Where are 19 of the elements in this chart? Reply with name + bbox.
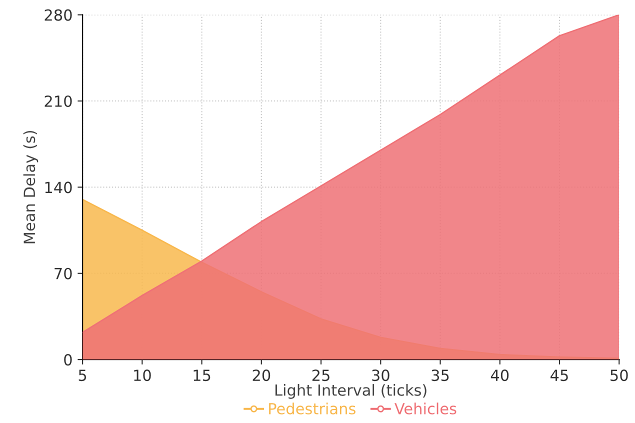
x-tick-label: 10 (134, 370, 151, 382)
y-tick-label: 140 (45, 182, 72, 194)
x-tick-label: 50 (610, 370, 628, 382)
x-axis-title: Light Interval (ticks) (275, 384, 426, 399)
x-tick-label: 45 (550, 370, 568, 382)
x-tick-label: 35 (432, 370, 449, 382)
x-tick-label: 20 (252, 370, 270, 382)
y-tick-label: 0 (64, 354, 72, 366)
y-tick-label: 70 (54, 268, 72, 280)
x-tick-label: 5 (78, 370, 86, 382)
x-tick-label: 15 (194, 370, 210, 382)
y-axis-title: Mean Delay (s) (23, 130, 38, 244)
y-tick-label: 210 (44, 95, 72, 108)
x-tick-label: 40 (490, 370, 509, 382)
legend-label: Pedestrians (269, 402, 356, 414)
legend-label: Vehicles (394, 402, 456, 414)
y-tick-label: 280 (44, 9, 72, 21)
x-tick-label: 30 (372, 370, 390, 382)
x-tick-label: 25 (312, 370, 330, 382)
